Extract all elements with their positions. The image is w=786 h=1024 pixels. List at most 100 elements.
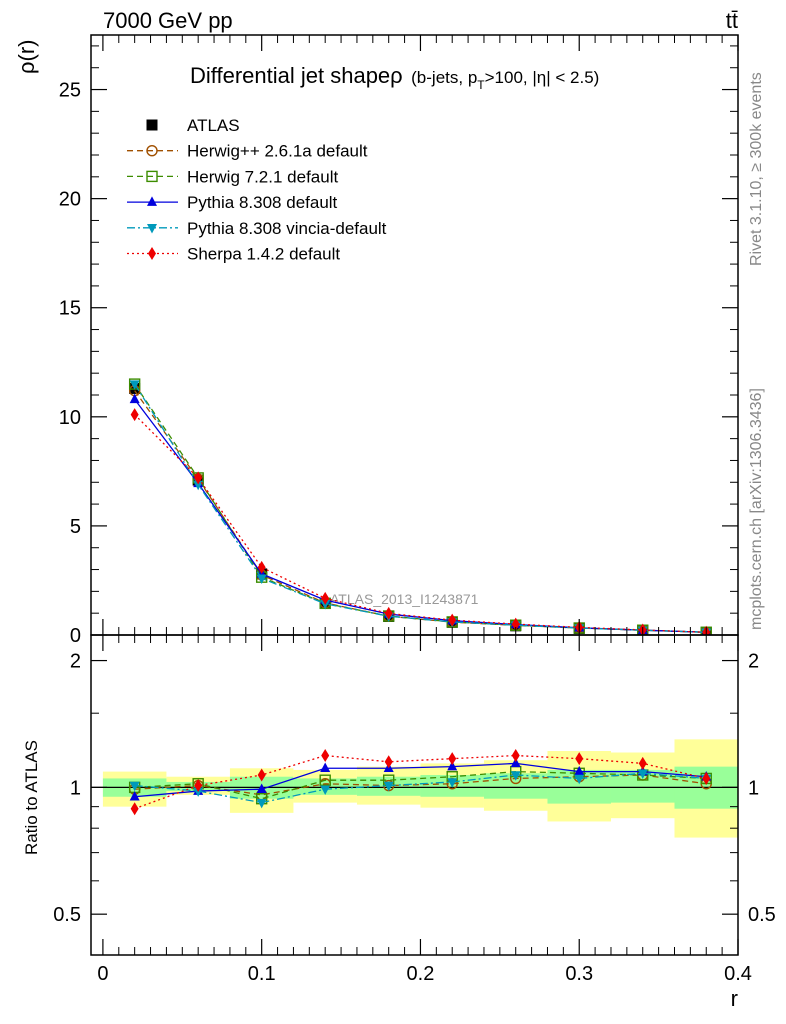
rivet-label: Rivet 3.1.10, ≥ 300k events [748, 72, 765, 266]
ratio-point [638, 756, 647, 770]
ratio-axis-ticks: 0.5 0.5 1 1 2 2 0 0.1 0.2 0.3 0.4 [53, 635, 776, 985]
legend-item-2: Herwig 7.2.1 default [127, 167, 338, 186]
legend-item-3: Pythia 8.308 default [127, 193, 338, 212]
x-tick-label: 0.3 [565, 963, 593, 985]
legend-label: Pythia 8.308 default [187, 193, 338, 212]
legend-label: Sherpa 1.4.2 default [187, 245, 340, 264]
ratio-series-line-3 [134, 772, 707, 804]
main-point [321, 591, 330, 605]
main-point [256, 574, 267, 585]
ratio-point [130, 802, 139, 816]
ratio-series-line-1 [134, 770, 707, 800]
ratio-point [447, 760, 458, 771]
ratio-point [319, 774, 331, 786]
ratio-point [511, 749, 520, 763]
ratio-point [384, 755, 393, 769]
legend-label: Pythia 8.308 vincia-default [187, 219, 387, 238]
main-axis-ticks: 0 5 10 15 20 25 [59, 35, 739, 647]
legend-item-4: Pythia 8.308 vincia-default [127, 219, 387, 238]
main-point [193, 480, 204, 491]
main-point [448, 613, 457, 627]
main-title-rho: ρ [390, 63, 403, 88]
ratio-point [194, 779, 203, 793]
main-point [129, 380, 140, 390]
legend-marker [146, 119, 158, 131]
ratio-series-4 [130, 749, 711, 816]
ratio-panel: 0.5 0.5 1 1 2 2 0 0.1 0.2 0.3 0.4 Ratio to ATLAS r [22, 634, 776, 1011]
main-y-tick-label: 5 [70, 516, 81, 538]
ratio-point [510, 771, 521, 781]
ratio-point [448, 752, 457, 766]
main-y-tick-label: 15 [59, 298, 81, 320]
legend-item-5: Sherpa 1.4.2 default [127, 245, 340, 264]
ratio-series-1 [128, 765, 712, 805]
ratio-point [702, 771, 711, 785]
x-tick-label: 0.4 [724, 963, 752, 985]
ratio-point [256, 783, 267, 793]
main-title-detail-sub: T [477, 78, 485, 92]
x-tick-label: 0 [97, 963, 108, 985]
legend-marker [148, 247, 156, 260]
ratio-point [510, 757, 521, 768]
legend-marker [147, 224, 157, 234]
ratio-point [320, 762, 331, 773]
ratio-point [637, 769, 648, 780]
ratio-point [575, 752, 584, 766]
legend-marker [147, 196, 157, 206]
x-tick-label: 0.1 [248, 963, 276, 985]
mcplots-label: mcplots.cern.ch [arXiv:1306.3436] [748, 388, 765, 630]
legend-label: Herwig++ 2.6.1a default [187, 142, 368, 161]
header-left-label: 7000 GeV pp [103, 8, 233, 33]
ratio-y-axis-label: Ratio to ATLAS [22, 740, 41, 855]
ratio-point [574, 774, 585, 785]
main-watermark: ATLAS_2013_I1243871 [330, 591, 479, 607]
ratio-point [193, 787, 204, 797]
ratio-point [129, 781, 140, 792]
ratio-y-tick-label: 1 [70, 777, 81, 799]
ratio-y-tick-label-right: 0.5 [748, 904, 776, 926]
ratio-point [129, 791, 140, 801]
main-y-axis-label: ρ(r) [14, 40, 39, 75]
main-y-tick-label: 25 [59, 80, 81, 102]
main-point [511, 617, 520, 631]
main-title: Differential jet shapeρ (b-jets, pT>100,… [190, 63, 599, 92]
ratio-point [257, 768, 266, 782]
main-point [194, 471, 203, 485]
ratio-frame [90, 634, 739, 956]
main-y-tick-label: 0 [70, 625, 81, 647]
main-point [130, 408, 139, 422]
ratio-series-line-2 [134, 762, 707, 798]
main-title-text: Differential jet shape [190, 63, 390, 88]
main-title-detail-post: >100, |η| < 2.5) [485, 68, 600, 87]
ratio-y-tick-label: 0.5 [53, 904, 81, 926]
legend-label: ATLAS [187, 116, 240, 135]
ratio-y-tick-label-right: 2 [748, 651, 759, 673]
ratio-point [447, 778, 458, 788]
ratio-y-tick-label: 2 [70, 651, 81, 673]
ratio-point [256, 798, 267, 809]
ratio-point [321, 749, 330, 763]
main-y-tick-label: 20 [59, 189, 81, 211]
ratio-plot-layer [91, 739, 738, 838]
ratio-point [320, 785, 331, 795]
ratio-point [383, 781, 394, 792]
header-right-label: tt̄ [726, 8, 738, 33]
ratio-series-3 [129, 769, 712, 809]
legend-marker [146, 170, 158, 183]
main-title-detail-pre: (b-jets, p [411, 68, 477, 87]
ratio-y-tick-label-right: 1 [748, 777, 759, 799]
legend-item-1: Herwig++ 2.6.1a default [127, 142, 368, 161]
legend-label: Herwig 7.2.1 default [187, 167, 338, 186]
main-panel: ATLAS_2013_I1243871 0 5 10 15 20 25 ρ(r) Diff… [14, 34, 739, 647]
main-y-tick-label: 10 [59, 407, 81, 429]
legend: ATLAS Herwig++ 2.6.1a default Herwig 7.2.1… [127, 116, 387, 264]
legend-item-0: ATLAS [146, 116, 240, 135]
main-point [257, 560, 266, 574]
legend-marker [146, 144, 158, 157]
x-tick-label: 0.2 [407, 963, 435, 985]
ratio-point [574, 765, 585, 776]
x-axis-label: r [731, 986, 738, 1011]
main-point [129, 393, 140, 404]
main-point [384, 606, 393, 620]
